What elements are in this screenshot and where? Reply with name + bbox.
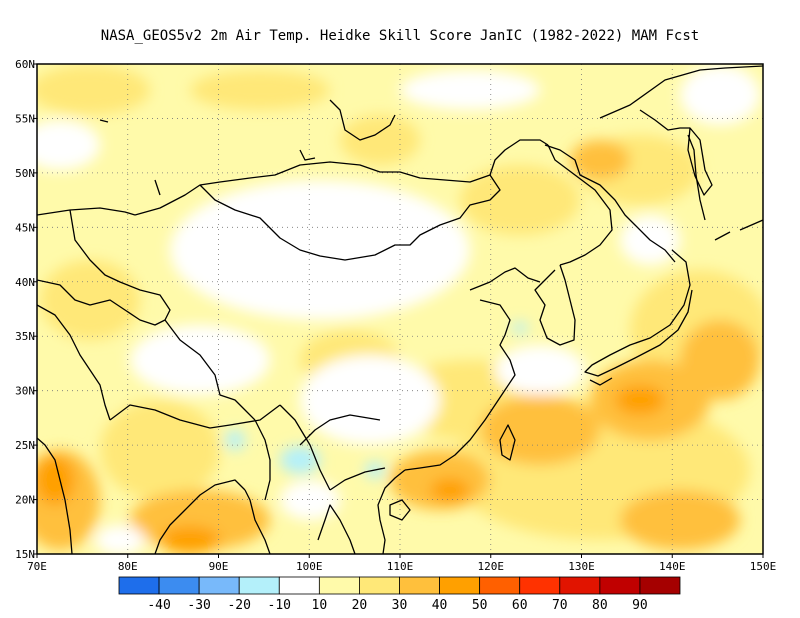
colorbar-swatch [399, 576, 440, 595]
map-title: NASA_GEOS5v2 2m Air Temp. Heidke Skill S… [100, 28, 700, 44]
colorbar-label: 60 [512, 598, 528, 613]
colorbar-swatch [519, 576, 561, 595]
colorbar-label: -10 [268, 598, 291, 613]
lon-tick-label: 70E [27, 560, 47, 573]
colorbar-swatch [559, 576, 601, 595]
skill-score-field [37, 64, 763, 554]
lon-tick-label: 130E [568, 560, 595, 573]
lat-tick-label: 60N [15, 58, 35, 71]
lon-tick-label: 100E [296, 560, 323, 573]
colorbar-label: 70 [552, 598, 568, 613]
lat-tick-label: 40N [15, 276, 35, 289]
lat-tick-label: 30N [15, 385, 35, 398]
colorbar: -40 -30 -20 -10 10 20 30 40 50 60 70 80 90 [118, 576, 681, 613]
colorbar-label: 10 [312, 598, 328, 613]
colorbar-swatch [639, 576, 681, 595]
colorbar-swatch [198, 576, 240, 595]
colorbar-swatch [318, 576, 360, 595]
lat-tick-label: 55N [15, 112, 35, 125]
lon-tick-label: 140E [659, 560, 686, 573]
colorbar-swatch [278, 576, 320, 595]
colorbar-label: 80 [592, 598, 608, 613]
colorbar-label: 90 [632, 598, 648, 613]
colorbar-swatch [479, 576, 521, 595]
lon-tick-label: 110E [387, 560, 414, 573]
longitude-axis: 70E 80E 90E 100E 110E 120E 130E 140E 150E [27, 554, 776, 573]
colorbar-swatch [359, 576, 400, 595]
colorbar-swatch [238, 576, 280, 595]
colorbar-label: 30 [392, 598, 408, 613]
lon-tick-label: 80E [118, 560, 138, 573]
coastlines [37, 65, 763, 554]
lat-tick-label: 25N [15, 439, 35, 452]
colorbar-swatch [158, 576, 200, 595]
colorbar-swatch [439, 576, 481, 595]
colorbar-swatch [599, 576, 641, 595]
colorbar-label: 40 [432, 598, 448, 613]
lat-tick-label: 15N [15, 548, 35, 561]
lon-tick-label: 120E [478, 560, 505, 573]
lat-tick-label: 45N [15, 221, 35, 234]
lat-tick-label: 50N [15, 167, 35, 180]
colorbar-label: 20 [352, 598, 368, 613]
colorbar-label: -30 [187, 598, 210, 613]
colorbar-label: -40 [147, 598, 170, 613]
lon-tick-label: 150E [750, 560, 777, 573]
colorbar-label: 50 [472, 598, 488, 613]
map-gridlines [37, 64, 763, 554]
colorbar-swatch [118, 576, 160, 595]
lat-tick-label: 20N [15, 494, 35, 507]
latitude-axis: 15N 20N 25N 30N 35N 40N 45N 50N 55N 60N [15, 58, 37, 561]
lat-tick-label: 35N [15, 330, 35, 343]
colorbar-label: -20 [227, 598, 250, 613]
lon-tick-label: 90E [209, 560, 229, 573]
